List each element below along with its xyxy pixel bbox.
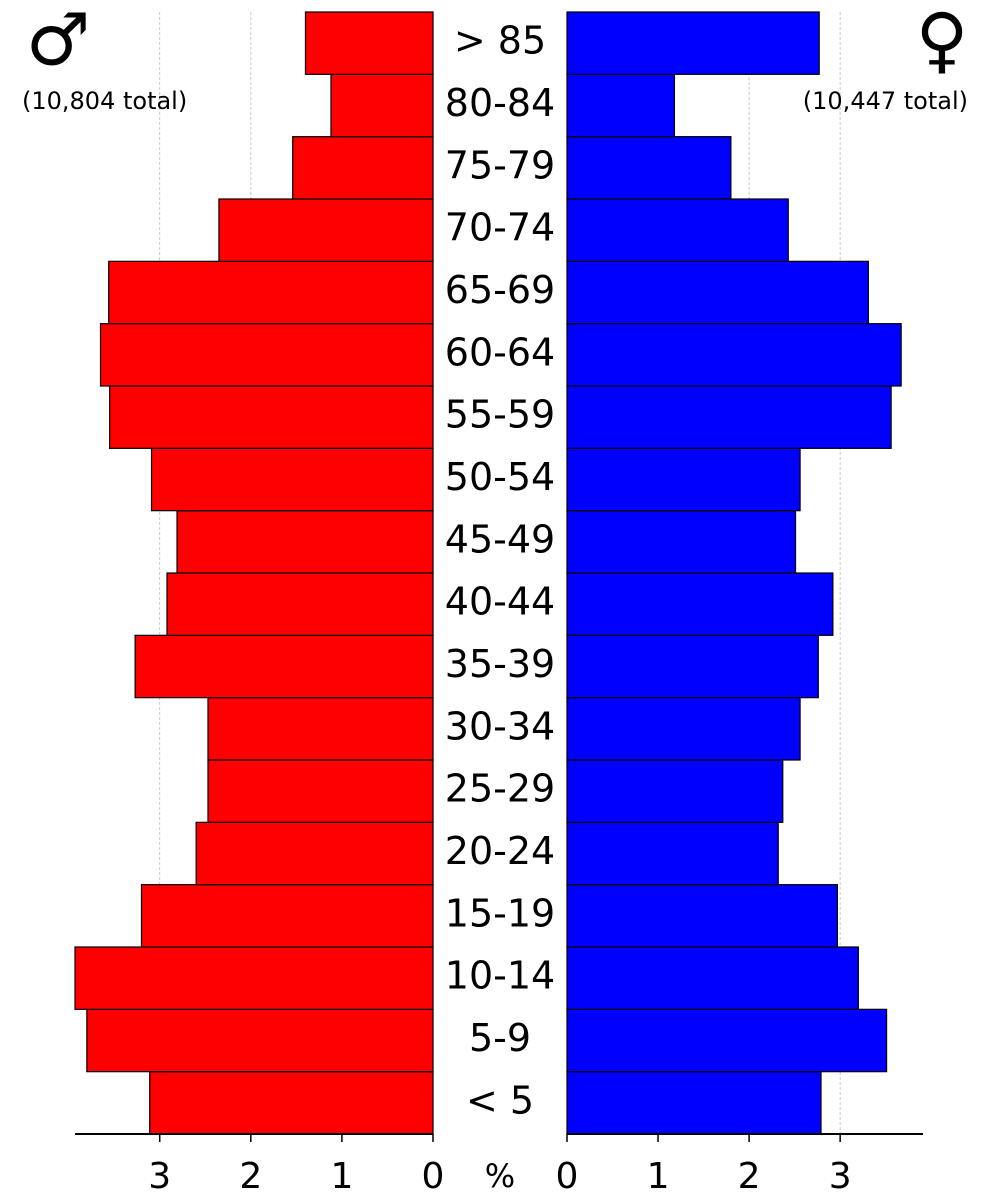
total-label: (10,447 total) bbox=[803, 87, 968, 115]
bar bbox=[566, 11, 820, 75]
legend-symbol: ♂ bbox=[26, 0, 91, 82]
bar bbox=[292, 136, 434, 200]
bar bbox=[566, 323, 902, 387]
bar bbox=[566, 1008, 888, 1073]
bar bbox=[566, 821, 779, 886]
x-tick-label: 3 bbox=[829, 1156, 852, 1197]
bar bbox=[207, 697, 434, 761]
bar bbox=[149, 1071, 434, 1135]
bar bbox=[566, 136, 732, 200]
category-label: 35-39 bbox=[445, 642, 555, 686]
bar bbox=[566, 884, 839, 948]
bar bbox=[218, 198, 434, 262]
bar bbox=[566, 634, 819, 699]
x-tick-label: 0 bbox=[556, 1156, 579, 1197]
category-label: 40-44 bbox=[445, 580, 555, 624]
bar bbox=[566, 260, 869, 325]
bar bbox=[566, 510, 797, 574]
category-label: 65-69 bbox=[445, 268, 555, 312]
bar bbox=[566, 447, 801, 512]
category-label: 50-54 bbox=[445, 455, 555, 499]
x-axis-label: % bbox=[485, 1157, 515, 1195]
category-label: 20-24 bbox=[445, 829, 555, 873]
legend-symbol: ♀ bbox=[916, 0, 969, 82]
category-label: 70-74 bbox=[445, 206, 555, 250]
category-label: 60-64 bbox=[445, 330, 555, 374]
x-tick-label: 2 bbox=[239, 1156, 262, 1197]
bar bbox=[99, 323, 434, 387]
bar bbox=[566, 697, 801, 761]
category-label: 80-84 bbox=[445, 81, 555, 125]
bar bbox=[566, 1071, 822, 1135]
bar bbox=[86, 1008, 434, 1073]
bar bbox=[330, 73, 434, 138]
category-label: 30-34 bbox=[445, 704, 555, 748]
bar bbox=[150, 447, 434, 512]
x-tick-label: 0 bbox=[422, 1156, 445, 1197]
bar bbox=[176, 510, 434, 574]
bar bbox=[140, 884, 434, 948]
bar bbox=[207, 759, 434, 823]
category-label: > 85 bbox=[454, 19, 546, 63]
x-tick-label: 1 bbox=[647, 1156, 670, 1197]
category-label: 5-9 bbox=[469, 1016, 531, 1060]
bar bbox=[304, 11, 434, 75]
bar bbox=[566, 73, 676, 138]
category-label: 75-79 bbox=[445, 143, 555, 187]
bar bbox=[74, 946, 434, 1010]
bar bbox=[566, 946, 859, 1010]
bar bbox=[566, 198, 789, 262]
x-tick-label: 2 bbox=[738, 1156, 761, 1197]
bar bbox=[109, 385, 434, 449]
x-tick-label: 1 bbox=[330, 1156, 353, 1197]
bar bbox=[108, 260, 434, 325]
x-tick-label: 3 bbox=[148, 1156, 171, 1197]
total-label: (10,804 total) bbox=[22, 87, 187, 115]
category-label: 55-59 bbox=[445, 393, 555, 437]
category-label: 45-49 bbox=[445, 517, 555, 561]
bar bbox=[566, 572, 834, 636]
bar bbox=[566, 759, 784, 823]
bar bbox=[134, 634, 434, 699]
bar bbox=[166, 572, 434, 636]
category-label: 10-14 bbox=[445, 954, 555, 998]
category-label: 25-29 bbox=[445, 767, 555, 811]
bar bbox=[566, 385, 892, 449]
bar bbox=[195, 821, 434, 886]
category-label: < 5 bbox=[466, 1078, 534, 1122]
category-label: 15-19 bbox=[445, 891, 555, 935]
